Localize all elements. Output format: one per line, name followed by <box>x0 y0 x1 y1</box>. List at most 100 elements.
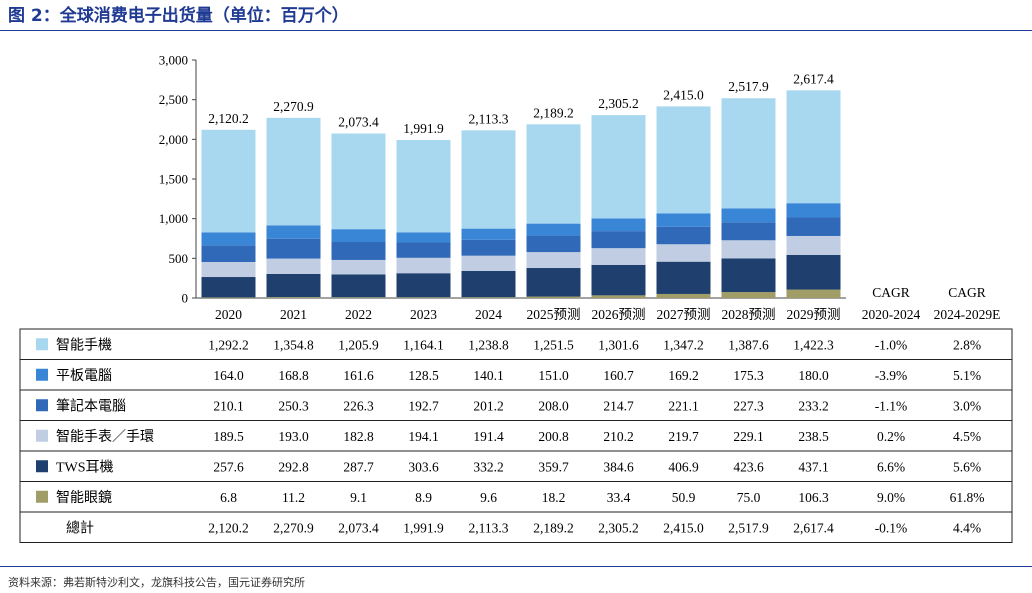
bar-segment <box>591 218 646 232</box>
total-label: 2,113.3 <box>469 111 509 126</box>
table-row-label: 智能手機 <box>56 337 112 353</box>
total-label: 2,120.2 <box>208 111 249 126</box>
table-cagr-cell: 5.1% <box>953 368 981 383</box>
table-cell: 6.8 <box>220 490 237 505</box>
table-cell: 1,205.9 <box>338 337 379 352</box>
bar-segment <box>331 274 386 298</box>
table-cell: 191.4 <box>473 429 504 444</box>
bar-segment <box>656 213 711 227</box>
cagr-header-label: CAGR <box>948 285 986 300</box>
table-total-cell: 2,120.2 <box>208 520 249 535</box>
table-row-label: 筆記本電腦 <box>56 397 126 414</box>
source-note: 资料来源：弗若斯特沙利文，龙旗科技公告，国元证券研究所 <box>8 576 305 589</box>
table-cell: 180.0 <box>798 368 829 383</box>
table-cell: 164.0 <box>213 368 244 383</box>
table-cell: 1,164.1 <box>403 337 444 352</box>
source-rule <box>0 566 1032 567</box>
total-label: 2,415.0 <box>663 87 704 102</box>
table-cell: 1,387.6 <box>728 337 769 352</box>
bar-segment <box>461 297 516 298</box>
x-tick-label: 2025预测 <box>527 307 581 322</box>
table-cell: 182.8 <box>343 429 374 444</box>
bar-segment <box>461 130 516 229</box>
bar-segment <box>526 268 581 297</box>
x-tick-label: 2022 <box>345 307 372 322</box>
bar-segment <box>266 258 321 274</box>
bar-segment <box>201 245 256 262</box>
table-cell: 221.1 <box>668 398 698 413</box>
bar-segment <box>396 297 451 298</box>
total-label: 2,305.2 <box>598 96 639 111</box>
table-cell: 160.7 <box>603 368 634 383</box>
bar-segment <box>591 248 646 265</box>
table-cell: 128.5 <box>408 368 439 383</box>
table-cell: 1,347.2 <box>663 337 704 352</box>
table-cell: 292.8 <box>278 459 309 474</box>
cagr-header-period: 2024-2029E <box>934 307 1001 322</box>
bar-stacks <box>201 90 841 298</box>
table-cell: 194.1 <box>408 429 438 444</box>
x-tick-label: 2021 <box>280 307 307 322</box>
table-cell: 1,301.6 <box>598 337 639 352</box>
bar-segment <box>266 117 321 226</box>
table-row-label: TWS耳機 <box>56 459 114 475</box>
legend-swatch <box>36 460 48 473</box>
table-total-cell: 2,189.2 <box>533 520 574 535</box>
table-cell: 287.7 <box>343 459 374 474</box>
table-cell: 175.3 <box>733 368 764 383</box>
table-cagr-cell: -3.9% <box>875 368 908 383</box>
bar-segment <box>786 254 841 290</box>
table-total-cell: 2,270.9 <box>273 520 314 535</box>
table-cell: 33.4 <box>607 490 631 505</box>
table-row-label: 平板電腦 <box>56 368 112 384</box>
table-cell: 151.0 <box>538 368 569 383</box>
bar-segment <box>331 241 386 260</box>
table-cell: 229.1 <box>733 429 763 444</box>
bar-segment <box>396 257 451 274</box>
table-cell: 1,251.5 <box>533 337 574 352</box>
table-total-label: 總計 <box>66 519 94 536</box>
table-cell: 201.2 <box>473 398 503 413</box>
table-cell: 8.9 <box>415 490 432 505</box>
table-cell: 226.3 <box>343 398 374 413</box>
table-cell: 359.7 <box>538 459 569 474</box>
figure-title: 图 2：全球消费电子出货量（单位：百万个） <box>8 6 349 26</box>
table-cell: 1,354.8 <box>273 337 314 352</box>
table-cell: 75.0 <box>737 490 761 505</box>
table-total-cell: 2,113.3 <box>469 520 509 535</box>
table-cell: 238.5 <box>798 429 829 444</box>
bar-segment <box>786 90 841 204</box>
bar-segment <box>526 296 581 298</box>
bar-segment <box>331 297 386 298</box>
x-tick-label: 2023 <box>410 307 437 322</box>
y-tick-label: 2,500 <box>159 92 188 107</box>
bar-segment <box>461 270 516 298</box>
bar-segment <box>201 232 256 246</box>
x-tick-label: 2024 <box>475 307 502 322</box>
bar-segment <box>656 293 711 298</box>
total-label: 2,617.4 <box>793 71 834 86</box>
table-cagr-cell: 0.2% <box>877 429 905 444</box>
bar-segment <box>396 232 451 243</box>
bar-segment <box>266 297 321 298</box>
table-cell: 50.9 <box>672 490 696 505</box>
table-cagr-cell: 3.0% <box>953 398 981 413</box>
bar-segment <box>266 273 321 298</box>
bar-segment <box>201 297 256 298</box>
table-cagr-cell: 2.8% <box>953 337 981 352</box>
table-cell: 214.7 <box>603 398 634 413</box>
bar-segment <box>331 133 386 230</box>
bar-segment <box>721 208 776 223</box>
table-cell: 200.8 <box>538 429 569 444</box>
y-tick-label: 3,000 <box>159 53 188 68</box>
total-label: 2,270.9 <box>273 99 314 114</box>
table-cell: 219.7 <box>668 429 699 444</box>
bar-segment <box>201 261 256 278</box>
table-cell: 210.2 <box>603 429 633 444</box>
table-cagr-cell: -1.1% <box>875 398 908 413</box>
bar-segment <box>266 238 321 259</box>
table-total-cell: 2,305.2 <box>598 520 639 535</box>
table-row-label: 智能眼鏡 <box>56 490 112 506</box>
table-cagr-cell: 6.6% <box>877 459 905 474</box>
bar-segment <box>526 223 581 236</box>
